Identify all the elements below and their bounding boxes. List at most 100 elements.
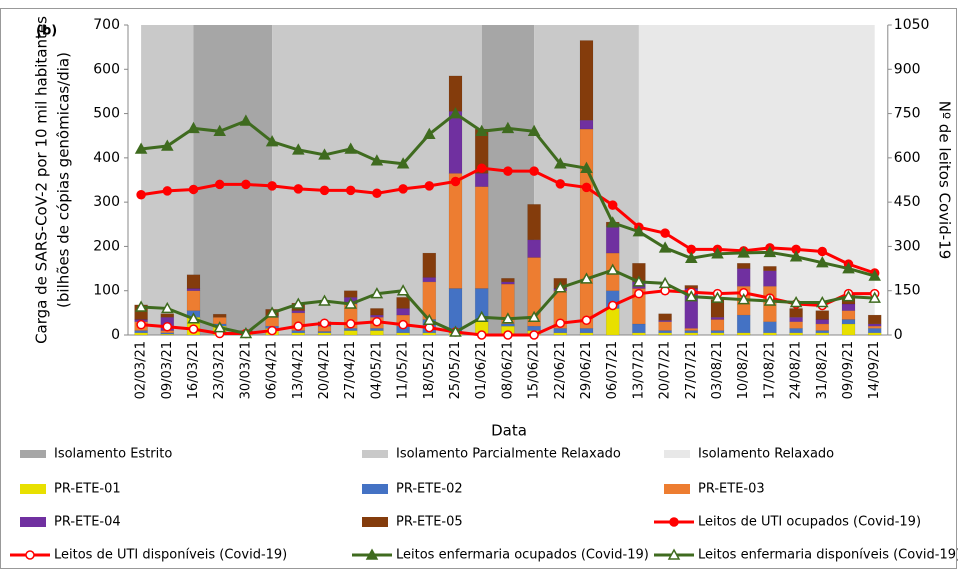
bar-segment: [579, 328, 594, 334]
marker: [737, 246, 750, 258]
marker: [318, 294, 331, 306]
bar-segment: [632, 332, 646, 336]
marker: [554, 281, 567, 293]
legend-item: PR-ETE-02: [362, 482, 463, 497]
legend-label: Isolamento Estrito: [54, 447, 172, 462]
bar-segment: [841, 303, 856, 311]
bar-segment: [134, 330, 148, 334]
bar-segment: [134, 332, 148, 336]
legend-item: PR-ETE-05: [362, 515, 463, 530]
x-tick-label: 15/06/21: [527, 341, 542, 399]
marker: [398, 184, 408, 194]
x-tick-label: 02/03/21: [134, 341, 149, 399]
y-tick-label: 200: [93, 238, 120, 254]
bar-segment: [658, 313, 672, 321]
y2-tick-label: 300: [894, 238, 921, 254]
bar-segment: [579, 332, 594, 336]
marker: [25, 550, 35, 560]
bar-segment: [422, 332, 437, 336]
bar-segment: [789, 317, 803, 322]
marker: [581, 315, 592, 325]
bar-segment: [867, 328, 882, 334]
x-tick-label: 17/08/21: [762, 341, 777, 399]
bar-segment: [370, 314, 384, 318]
marker: [345, 185, 356, 196]
marker: [319, 318, 330, 328]
marker: [239, 326, 253, 339]
marker: [134, 142, 148, 154]
y-tick-label: 300: [93, 194, 120, 210]
bar-segment: [841, 310, 856, 320]
y2-tick-label: 900: [894, 61, 921, 77]
bar-segment: [789, 321, 803, 329]
bar-segment: [867, 332, 882, 336]
marker: [423, 127, 436, 139]
marker: [789, 250, 803, 262]
bar-segment: [448, 173, 463, 289]
marker: [658, 276, 672, 289]
bar-segment: [658, 332, 672, 336]
bar-segment: [815, 332, 830, 336]
y-tick-label: 700: [93, 17, 120, 33]
bar-segment: [527, 325, 541, 331]
marker: [607, 200, 618, 210]
marker: [344, 142, 357, 154]
bar-segment: [527, 204, 541, 241]
bar-segment: [815, 330, 830, 334]
bar-segment: [736, 268, 751, 287]
marker: [345, 319, 356, 329]
bar-segment: [501, 278, 515, 283]
bar-segment: [343, 290, 358, 298]
marker: [161, 139, 174, 151]
bar-segment: [370, 308, 384, 316]
marker: [188, 184, 199, 195]
phase-band: [141, 25, 194, 335]
marker: [136, 319, 146, 330]
y2-tick-label: 0: [894, 327, 903, 343]
bar-segment: [658, 330, 672, 334]
bar-segment: [186, 274, 201, 289]
x-tick-label: 01/06/21: [474, 341, 489, 399]
phase-band: [638, 25, 875, 335]
x-tick-label: 13/04/21: [291, 341, 306, 399]
marker: [396, 284, 410, 296]
legend-swatch: [20, 450, 46, 458]
marker: [503, 166, 513, 176]
legend-label: Isolamento Relaxado: [698, 447, 834, 462]
x-tick-label: 27/04/21: [343, 341, 358, 399]
bar-segment: [579, 119, 594, 130]
legend-item: Leitos de UTI disponíveis (Covid-19): [10, 548, 287, 563]
marker: [188, 324, 199, 334]
y-tick-label: 500: [93, 106, 120, 122]
bar-segment: [396, 297, 410, 309]
marker: [527, 124, 541, 137]
marker: [476, 163, 487, 173]
x-tick-label: 08/06/21: [500, 341, 515, 399]
marker: [868, 291, 881, 303]
bar-segment: [553, 328, 568, 334]
marker: [658, 241, 672, 253]
y2-tick-label: 750: [894, 106, 921, 122]
marker: [293, 184, 304, 194]
marker: [669, 517, 679, 527]
marker: [667, 548, 681, 560]
x-tick-label: 22/06/21: [553, 341, 568, 399]
bar-segment: [710, 317, 725, 320]
marker: [265, 306, 279, 318]
legend-item: Leitos de UTI ocupados (Covid-19): [654, 515, 921, 530]
marker: [424, 181, 435, 191]
x-tick-label: 10/08/21: [736, 341, 751, 399]
marker: [239, 114, 253, 126]
bar-segment: [684, 332, 699, 336]
marker: [372, 188, 382, 199]
marker: [606, 263, 619, 275]
marker: [555, 179, 566, 189]
marker: [501, 121, 515, 134]
bar-segment: [658, 321, 672, 331]
bar-segment: [343, 330, 358, 336]
marker: [816, 295, 829, 308]
bar-segment: [736, 263, 751, 269]
marker: [365, 548, 379, 560]
bar-segment: [815, 323, 830, 331]
